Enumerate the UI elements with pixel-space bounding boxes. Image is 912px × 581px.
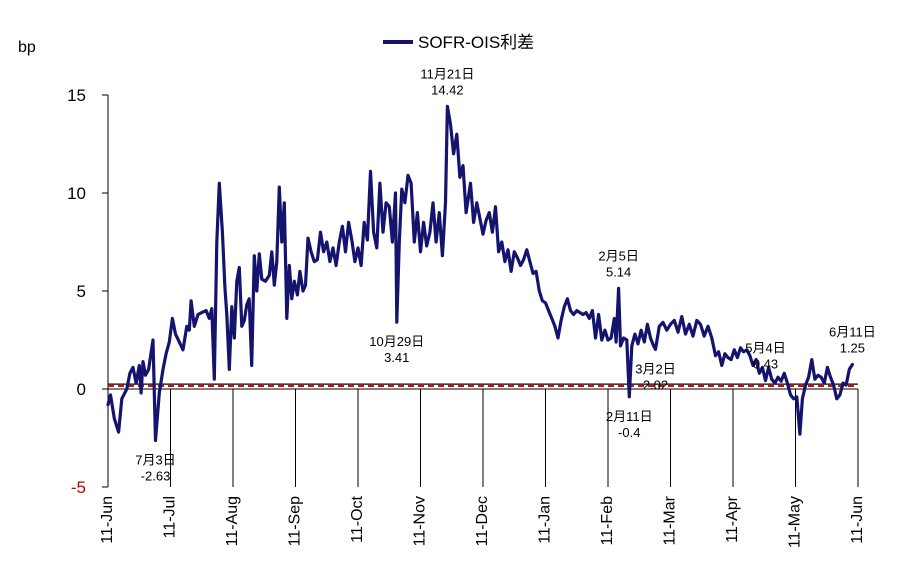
annotation-value: 1.25 <box>840 341 865 356</box>
axes: -5 0 5 10 15 11-Jun 11-Jul 11-Aug 11-Sep 11-Oct 11… <box>67 86 866 548</box>
annotation-date: 3月2日 <box>635 361 675 376</box>
x-tick-label: 11-Apr <box>724 495 741 543</box>
x-tick-label: 11-Oct <box>349 495 366 542</box>
y-tick-label: 15 <box>67 86 86 105</box>
y-unit-label: bp <box>18 39 36 56</box>
annotation-date: 6月11日 <box>829 325 876 340</box>
x-tick-label: 11-Jan <box>537 496 554 544</box>
y-tick-label: -5 <box>71 478 86 497</box>
legend: SOFR-OIS利差 <box>383 33 534 52</box>
x-tick-label: 11-May <box>787 496 804 548</box>
annotation-date: 5月4日 <box>745 341 785 356</box>
annotation-date: 7月3日 <box>135 453 175 468</box>
annotation-value: 5.14 <box>606 264 631 279</box>
annotation-date: 11月21日 <box>420 66 474 81</box>
annotation-value: 14.42 <box>431 82 464 97</box>
x-tick-label: 11-Sep <box>287 496 304 547</box>
x-tick-label: 11-Mar <box>662 495 679 545</box>
annotation-value: 2.02 <box>643 377 668 392</box>
x-tick-label: 11-Dec <box>474 496 491 546</box>
series-line <box>106 104 854 443</box>
annotation-value: 0.43 <box>753 357 778 372</box>
y-tick-label: 10 <box>67 184 86 203</box>
x-tick-label: 11-Jun <box>849 496 866 544</box>
x-tick-label: 11-Aug <box>224 496 241 546</box>
annotation-date: 2月5日 <box>598 248 638 263</box>
annotation-value: 3.41 <box>384 350 409 365</box>
y-tick-label: 5 <box>77 282 86 301</box>
series-layer <box>106 104 854 443</box>
x-tick-label: 11-Jun <box>99 496 116 544</box>
annotation-date: 10月29日 <box>369 334 424 349</box>
annotation-date: 2月11日 <box>606 409 653 424</box>
y-tick-label: 0 <box>77 380 86 399</box>
x-tick-label: 11-Feb <box>599 496 616 546</box>
x-tick-label: 11-Nov <box>412 496 429 546</box>
x-tick-label: 11-Jul <box>162 496 179 538</box>
annotation-value: -0.4 <box>618 425 640 440</box>
reference-lines <box>108 383 858 388</box>
annotation-value: -2.63 <box>141 469 171 484</box>
legend-label: SOFR-OIS利差 <box>418 33 534 52</box>
